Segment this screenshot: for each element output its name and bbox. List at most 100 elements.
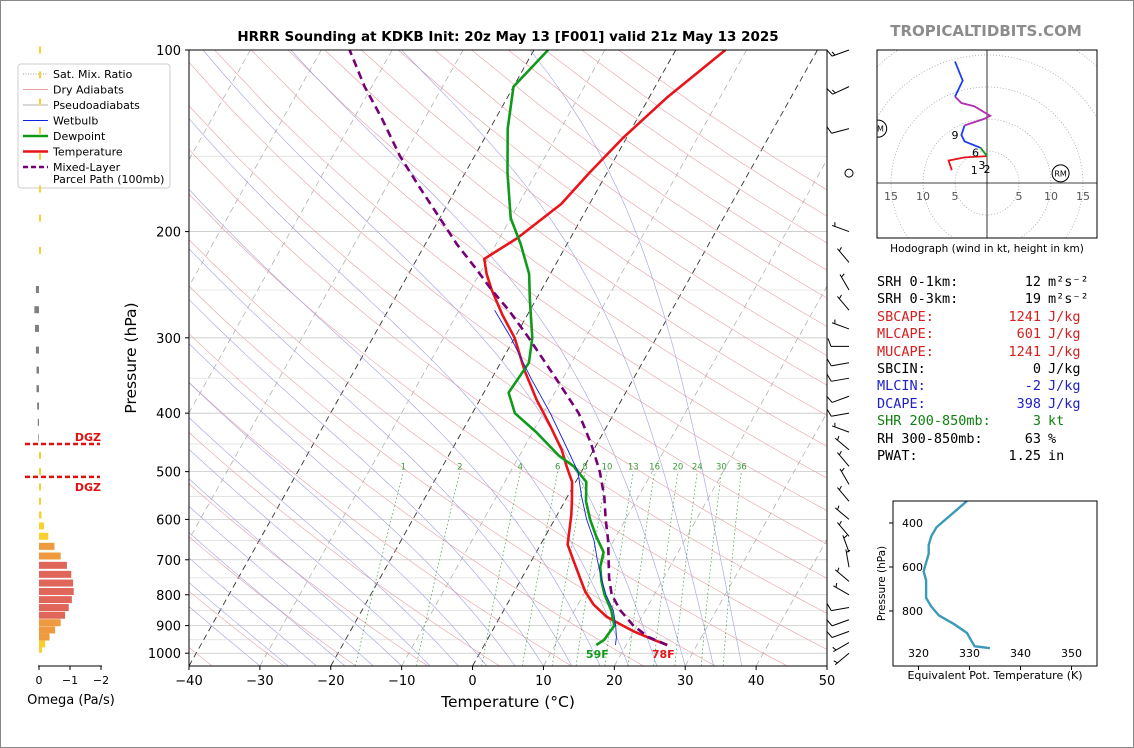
dry-adiabat-line	[189, 381, 572, 666]
pseudoadiabat-line	[189, 606, 261, 666]
mixing-ratio-line	[481, 471, 521, 666]
wind-barb	[837, 294, 850, 311]
mixing-ratio-line	[722, 471, 742, 666]
y-tick-label: 600	[156, 513, 181, 528]
wind-barb	[833, 582, 850, 596]
index-unit: J/kg	[1048, 378, 1081, 395]
hodograph-height-label: 9	[952, 129, 959, 142]
omega-bar	[39, 511, 42, 519]
wind-barbs	[826, 49, 854, 666]
omega-bar	[36, 385, 39, 393]
wind-barb	[845, 549, 851, 568]
mixing-ratio-line	[653, 471, 679, 666]
index-unit: kt	[1048, 413, 1065, 430]
wind-barb-half	[838, 485, 842, 491]
omega-bar	[39, 98, 41, 106]
pseudoadiabat-line	[401, 50, 714, 666]
index-value: 63	[1024, 430, 1041, 447]
mixing-ratio-label: 16	[649, 463, 660, 473]
index-row: MLCIN: -2 J/kg	[877, 377, 1081, 395]
wind-barb-staff	[837, 248, 850, 263]
wind-barb-half	[838, 450, 842, 456]
wind-barb	[832, 642, 850, 652]
x-tick-label: 50	[819, 674, 836, 689]
wind-barb-staff	[831, 395, 850, 403]
legend: Sat. Mix. Ratio Dry Adiabats Pseudoadiabat…	[17, 63, 171, 189]
theta-e-panel: 320 330 340 350 400 600 800 Equivalent Pot. Tem…	[876, 500, 1098, 682]
omega-bar	[39, 570, 72, 578]
dry-adiabat-line	[189, 536, 357, 666]
legend-box	[17, 63, 171, 189]
mixing-ratio-label: 36	[736, 463, 747, 473]
omega-bar	[39, 71, 41, 79]
omega-tick-label: −1	[62, 674, 78, 687]
wind-barb	[837, 485, 850, 502]
x-tick-label: −20	[317, 674, 344, 689]
wind-barb	[842, 534, 850, 553]
index-row: SRH 0-3km: 19 m²s⁻²	[877, 290, 1089, 308]
wind-barb-staff	[831, 377, 850, 382]
mixing-ratio-line	[522, 471, 559, 666]
isotherm-line	[259, 50, 606, 666]
hodograph-trace	[954, 95, 993, 127]
index-value: 3	[1032, 413, 1041, 430]
wind-barb-half	[837, 505, 840, 510]
omega-bar	[39, 483, 41, 491]
wind-barb-staff	[832, 86, 850, 95]
mixing-ratio-label: 13	[628, 463, 639, 473]
skewt-plot-area: 1 2 4 6 8 10 13 16 20 24 30 36	[189, 50, 827, 666]
surface-temp-label: 78F	[652, 648, 675, 661]
omega-bar	[39, 451, 41, 459]
mixing-ratio-line	[551, 471, 586, 666]
y-tick-label: 200	[156, 226, 181, 241]
wind-barb-flag	[826, 373, 832, 382]
dry-adiabat-line	[189, 239, 788, 666]
pseudoadiabat-line	[189, 417, 459, 666]
omega-bar	[39, 619, 61, 627]
wind-barb-half	[832, 89, 836, 94]
x-axis-label: Temperature (°C)	[440, 693, 575, 711]
isotherm-line	[543, 158, 827, 666]
wind-barb	[827, 338, 849, 347]
hodograph-tick-label: 10	[916, 190, 930, 203]
x-tick-label: 30	[677, 674, 694, 689]
index-row: SRH 0-1km: 12 m²s⁻²	[877, 273, 1089, 291]
wind-barb-half	[841, 467, 845, 472]
index-row: SBCAPE: 1241 J/kg	[877, 308, 1081, 326]
wind-barb-half	[838, 520, 842, 526]
isotherm-line	[330, 50, 677, 666]
pseudoadiabat-line	[189, 581, 289, 666]
hodograph-tick-label: 5	[1016, 190, 1023, 203]
index-label: MLCIN:	[877, 378, 926, 395]
skewt-frame	[188, 49, 828, 667]
wind-barb	[831, 422, 850, 433]
wind-barb-staff	[831, 412, 850, 417]
omega-bar	[34, 306, 39, 314]
omega-bar	[39, 497, 41, 505]
mixing-ratio-line	[575, 471, 608, 666]
mixing-ratio-line	[674, 471, 698, 666]
omega-bar	[34, 324, 39, 332]
theta-e-x-tick-label: 340	[1010, 647, 1031, 660]
omega-bar	[39, 640, 46, 648]
isotherm-line	[189, 50, 464, 541]
omega-bar	[39, 604, 69, 612]
wind-barb-staff	[831, 128, 850, 134]
index-label: DCAPE:	[877, 395, 926, 412]
theta-e-line	[922, 501, 991, 650]
series-mixed-layer-parcel-path-100mb-	[348, 50, 668, 647]
omega-tick-label: −2	[93, 674, 109, 687]
index-row: PWAT: 1.25 in	[877, 447, 1064, 465]
mixing-ratio-line	[604, 471, 634, 666]
pseudoadiabat-line	[189, 448, 431, 666]
index-unit: m²s⁻²	[1048, 291, 1089, 308]
pseudoadiabat-line	[189, 478, 402, 666]
wind-barb	[826, 395, 850, 403]
pseudoadiabat-line	[189, 557, 317, 666]
pseudoadiabat-line	[202, 50, 658, 666]
x-tick-label: −40	[175, 674, 202, 689]
wind-barb-flag	[827, 338, 832, 347]
wind-barb	[837, 450, 850, 467]
wind-barb-staff	[834, 437, 850, 451]
